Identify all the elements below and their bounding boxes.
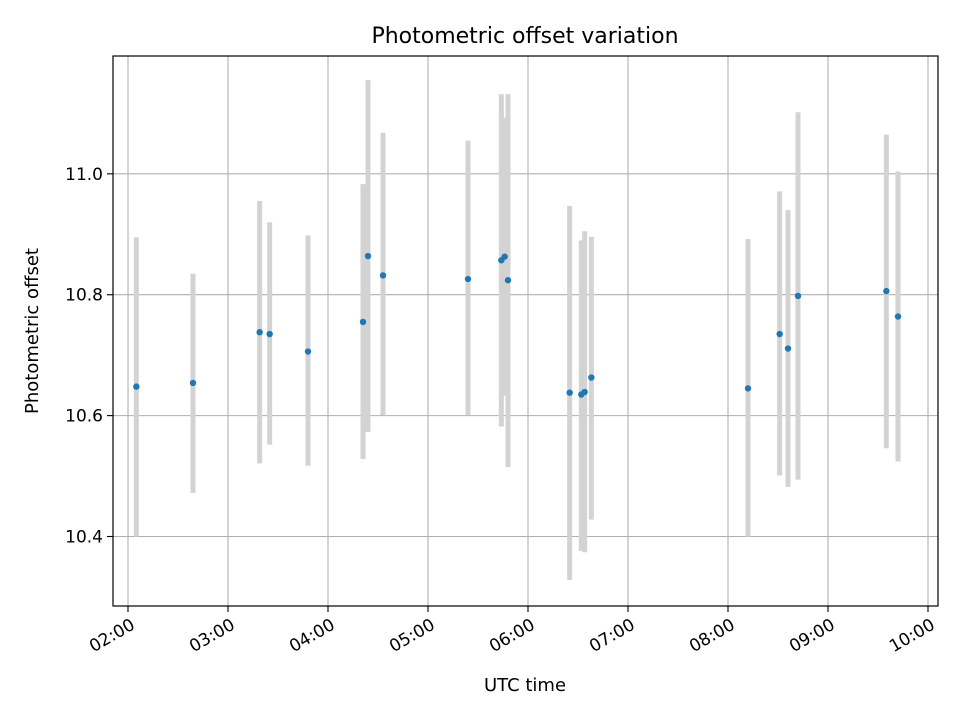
data-point	[794, 292, 802, 300]
y-tick-label: 10.6	[65, 407, 103, 427]
y-tick-label: 10.8	[65, 286, 103, 306]
data-point	[581, 388, 588, 396]
data-points	[133, 252, 902, 398]
data-point	[588, 374, 595, 381]
x-axis-label: UTC time	[484, 675, 566, 696]
data-point	[501, 253, 508, 260]
data-point	[359, 318, 367, 326]
data-point	[364, 252, 372, 260]
y-tick-label: 10.4	[65, 527, 103, 547]
data-point	[304, 348, 312, 355]
chart-title: Photometric offset variation	[371, 24, 678, 49]
plot-frame	[112, 55, 939, 607]
data-point	[744, 385, 752, 392]
data-point	[784, 345, 792, 352]
y-axis-label: Photometric offset	[22, 248, 43, 414]
data-point	[379, 272, 387, 279]
data-point	[566, 389, 573, 396]
data-point	[266, 330, 273, 338]
data-point	[504, 277, 512, 284]
data-point	[256, 329, 263, 336]
data-point	[894, 313, 902, 320]
data-point	[464, 275, 472, 283]
data-point	[776, 330, 783, 338]
data-point	[189, 379, 197, 387]
data-point	[133, 383, 140, 390]
y-tick-label: 11.0	[65, 165, 103, 185]
data-point	[883, 287, 890, 295]
y-axis-ticks: 10.4 10.6 10.8 11.0	[65, 165, 113, 547]
